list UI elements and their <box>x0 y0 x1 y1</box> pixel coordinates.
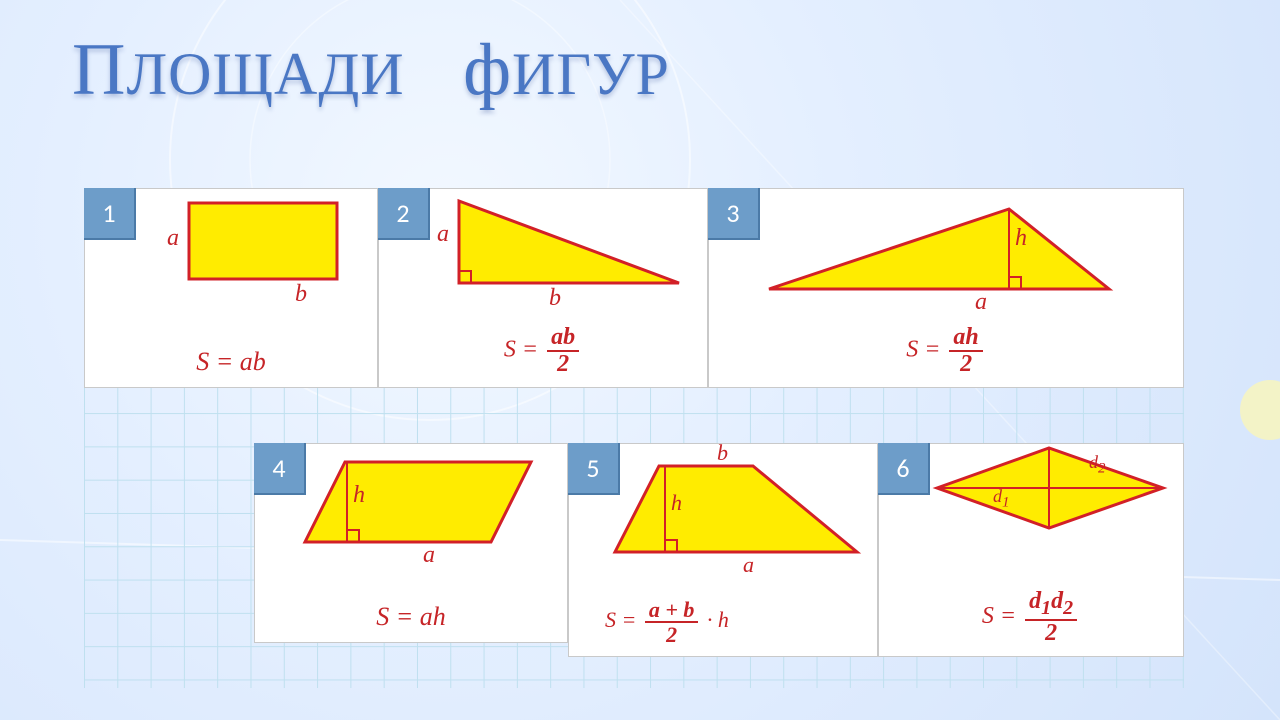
label-a: a <box>423 542 435 569</box>
card-rectangle: 1 a b S = ab <box>84 188 378 388</box>
label-a: a <box>743 552 754 578</box>
formula-tail: · h <box>707 607 729 632</box>
formula-eq: S = <box>906 336 940 362</box>
label-a: a <box>437 221 449 248</box>
formula-fraction: d1d2 2 <box>1025 589 1077 646</box>
formula: S = ah <box>255 602 567 632</box>
formula-den: 2 <box>645 623 699 646</box>
formula-text: S = ab <box>196 347 266 376</box>
shape-trapezoid: b h a <box>569 444 879 589</box>
formula: S = a + b 2 · h <box>605 598 877 646</box>
label-a: a <box>167 225 179 252</box>
card-parallelogram: 4 h a S = ah <box>254 443 568 643</box>
title-word-1-rest: лощади <box>126 40 404 109</box>
card-triangle-height: 3 h a S = ah 2 <box>708 188 1184 388</box>
card-rhombus: 6 d2 d1 S = d1d2 2 <box>878 443 1184 657</box>
label-b: b <box>717 440 728 466</box>
label-h: h <box>353 482 365 509</box>
shape-rhombus: d2 d1 <box>879 444 1185 569</box>
shape-rectangle: a b <box>85 189 377 324</box>
formula-fraction: a + b 2 <box>645 598 699 646</box>
formula-num: d1d2 <box>1025 589 1077 621</box>
formula: S = ab <box>85 347 377 377</box>
formula-den: 2 <box>547 352 579 377</box>
right-triangle-svg <box>379 189 709 319</box>
rhombus-svg <box>879 444 1185 564</box>
label-a: a <box>975 289 987 316</box>
shape-parallelogram: h a <box>255 444 569 579</box>
rectangle-svg <box>85 189 379 319</box>
triangle-svg <box>709 189 1185 319</box>
label-d2: d2 <box>1089 452 1106 478</box>
formula-text: S = ah <box>376 602 446 631</box>
shape-right-triangle: a b <box>379 189 709 324</box>
formula: S = ab 2 <box>379 325 707 377</box>
formula-num: ah <box>949 325 982 352</box>
card-trapezoid: 5 b h a S = a + b 2 · h <box>568 443 878 657</box>
cards-grid: 1 a b S = ab 2 a b S = ab 2 <box>84 188 1184 688</box>
formula-eq: S = <box>605 607 636 632</box>
formula-num: ab <box>547 325 579 352</box>
label-b: b <box>549 285 561 312</box>
formula-eq: S = <box>982 603 1016 629</box>
formula-fraction: ah 2 <box>949 325 982 377</box>
formula-eq: S = <box>504 336 538 362</box>
title-word-2-cap: ф <box>463 28 512 113</box>
label-h: h <box>671 490 682 516</box>
label-d1: d1 <box>993 486 1010 512</box>
card-right-triangle: 2 a b S = ab 2 <box>378 188 708 388</box>
label-b: b <box>295 281 307 308</box>
formula-num: a + b <box>645 598 699 623</box>
formula: S = ah 2 <box>709 325 1183 377</box>
formula-den: 2 <box>1025 621 1077 646</box>
page-title: Площади фигур <box>72 28 670 113</box>
label-h: h <box>1015 225 1027 252</box>
formula-den: 2 <box>949 352 982 377</box>
formula-fraction: ab 2 <box>547 325 579 377</box>
shape-triangle: h a <box>709 189 1185 324</box>
title-word-1-cap: П <box>72 28 126 113</box>
title-word-2-rest: игур <box>512 40 670 109</box>
formula: S = d1d2 2 <box>879 589 1183 646</box>
parallelogram-svg <box>255 444 569 574</box>
